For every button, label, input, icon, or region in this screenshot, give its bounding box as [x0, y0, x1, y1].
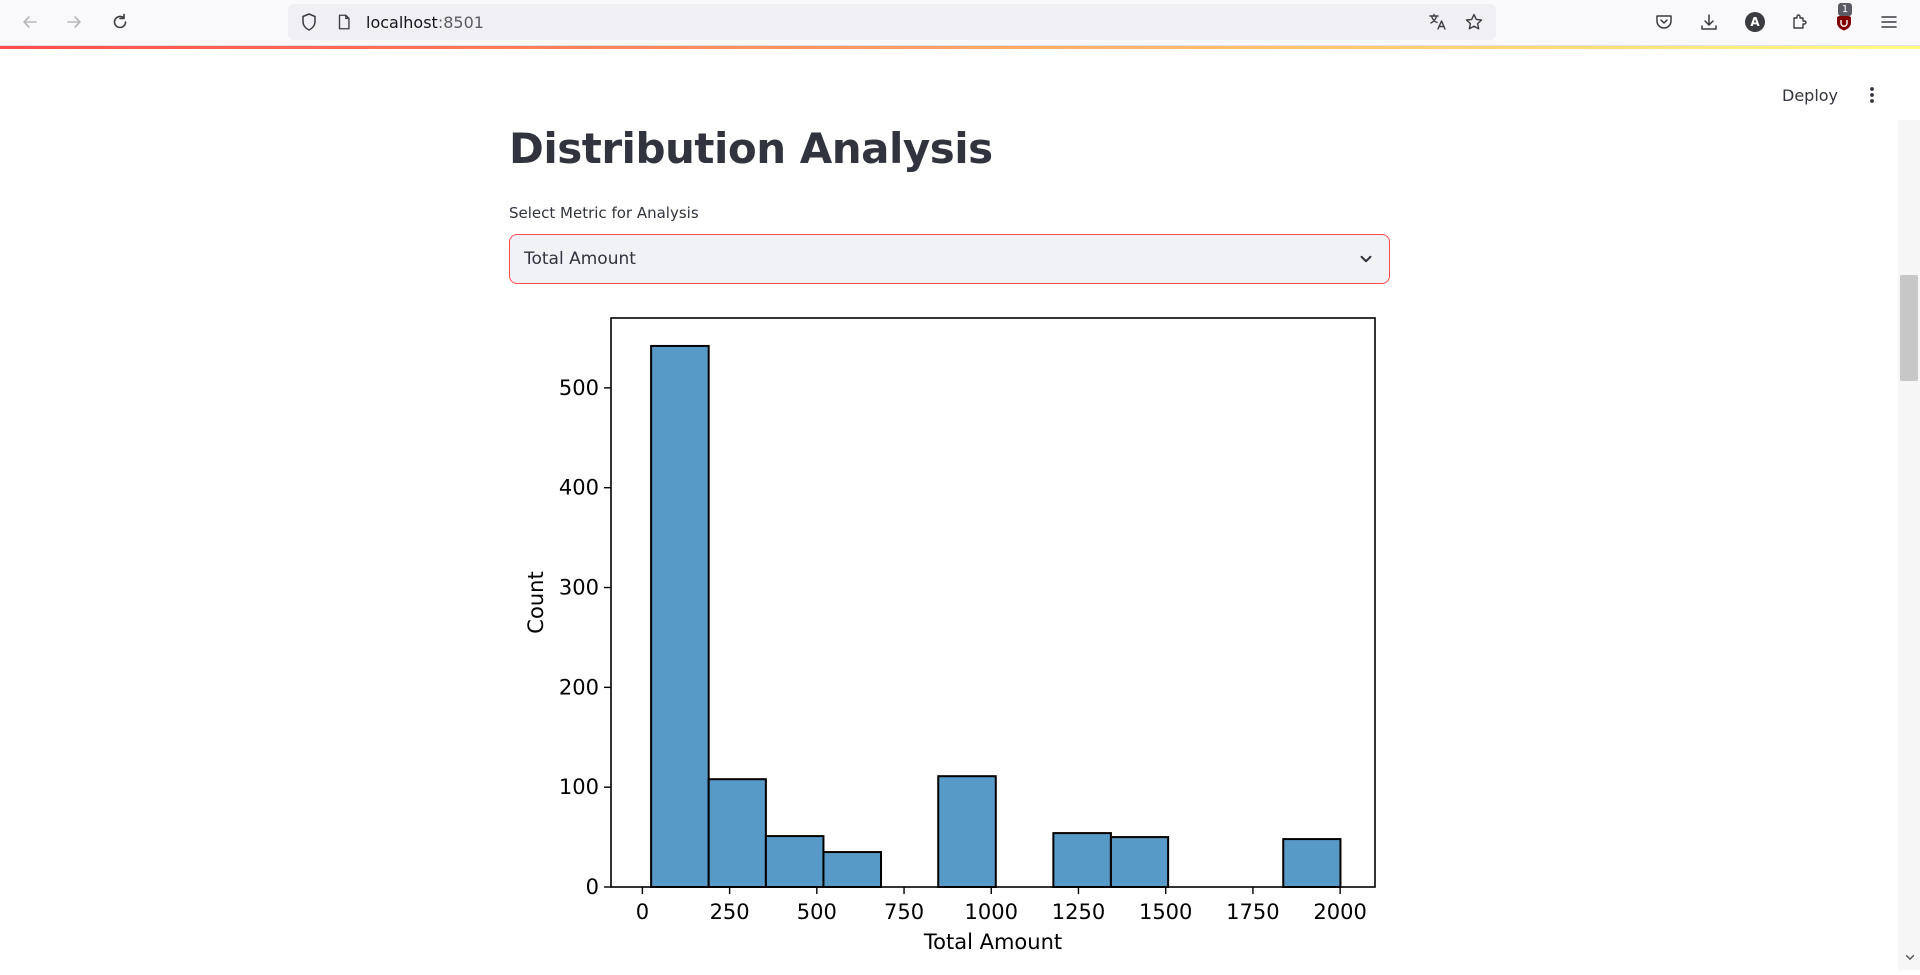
y-tick-label: 400 [559, 476, 599, 500]
y-tick-label: 500 [559, 376, 599, 400]
histogram-bar [650, 344, 710, 889]
histogram-bar [707, 778, 767, 889]
reload-button[interactable] [104, 6, 136, 38]
y-tick-label: 100 [559, 775, 599, 799]
y-tick-label: 200 [559, 675, 599, 699]
y-tick-label: 0 [586, 875, 599, 899]
extensions-icon[interactable] [1786, 8, 1814, 36]
page-scrollbar[interactable] [1898, 120, 1920, 970]
x-tick-label: 500 [797, 900, 837, 924]
chevron-down-icon [1355, 248, 1377, 270]
x-tick-label: 1000 [965, 900, 1018, 924]
histogram-chart: 0 250 500 750 1000 1250 1500 1750 2000 0 100 200 300… [509, 300, 1390, 970]
metric-select[interactable]: Total Amount [509, 234, 1390, 284]
page-icon[interactable] [334, 12, 354, 32]
deploy-button[interactable]: Deploy [1782, 85, 1839, 105]
app-header: Deploy [0, 49, 1898, 129]
x-tick-label: 1250 [1052, 900, 1105, 924]
url-port: :8501 [437, 13, 484, 32]
bookmark-star-icon[interactable] [1464, 12, 1484, 32]
histogram-svg: 0 250 500 750 1000 1250 1500 1750 2000 0 100 200 300… [524, 317, 1376, 954]
page-title: Distribution Analysis [509, 124, 993, 173]
hamburger-menu-icon[interactable] [1875, 8, 1903, 36]
url-host: localhost [366, 13, 438, 32]
histogram-bar [1109, 836, 1170, 888]
arrow-left-icon [23, 16, 37, 28]
download-icon[interactable] [1695, 8, 1723, 36]
translate-icon[interactable] [1428, 12, 1448, 32]
select-label: Select Metric for Analysis [509, 204, 699, 222]
account-icon[interactable]: A [1741, 8, 1769, 36]
x-tick-label: 250 [710, 900, 750, 924]
plot-frame [610, 317, 1376, 888]
y-axis-label: Count [524, 571, 548, 633]
histogram-bar [1052, 832, 1112, 888]
scroll-down-arrow-icon[interactable] [1903, 950, 1917, 964]
y-tick-label: 300 [559, 576, 599, 600]
pocket-icon[interactable] [1650, 8, 1678, 36]
kebab-menu-icon [1870, 87, 1874, 103]
shield-icon[interactable] [299, 12, 319, 32]
x-tick-label: 750 [884, 900, 924, 924]
x-tick-label: 0 [636, 900, 649, 924]
histogram-bar [764, 835, 825, 889]
scrollbar-thumb[interactable] [1900, 275, 1918, 381]
histogram-bar [822, 851, 883, 888]
select-value: Total Amount [524, 249, 636, 269]
reload-icon [113, 13, 127, 29]
url-text[interactable]: localhost:8501 [366, 13, 484, 32]
url-bar[interactable]: localhost:8501 [288, 4, 1496, 40]
extension-badge: 1 [1838, 3, 1852, 16]
x-tick-label: 1500 [1139, 900, 1192, 924]
histogram-bar [937, 775, 997, 888]
header-decoration-bar [0, 46, 1920, 49]
x-tick-label: 1750 [1226, 900, 1279, 924]
forward-button[interactable] [58, 6, 90, 38]
histogram-bar [1282, 838, 1342, 889]
browser-toolbar: localhost:8501 A 1 [0, 0, 1920, 46]
x-axis-label: Total Amount [923, 930, 1062, 954]
ublock-icon[interactable] [1830, 8, 1858, 36]
back-button[interactable] [14, 6, 46, 38]
main-menu-button[interactable] [1858, 81, 1886, 109]
account-avatar: A [1745, 12, 1765, 32]
arrow-right-icon [67, 16, 81, 28]
x-tick-label: 2000 [1313, 900, 1366, 924]
